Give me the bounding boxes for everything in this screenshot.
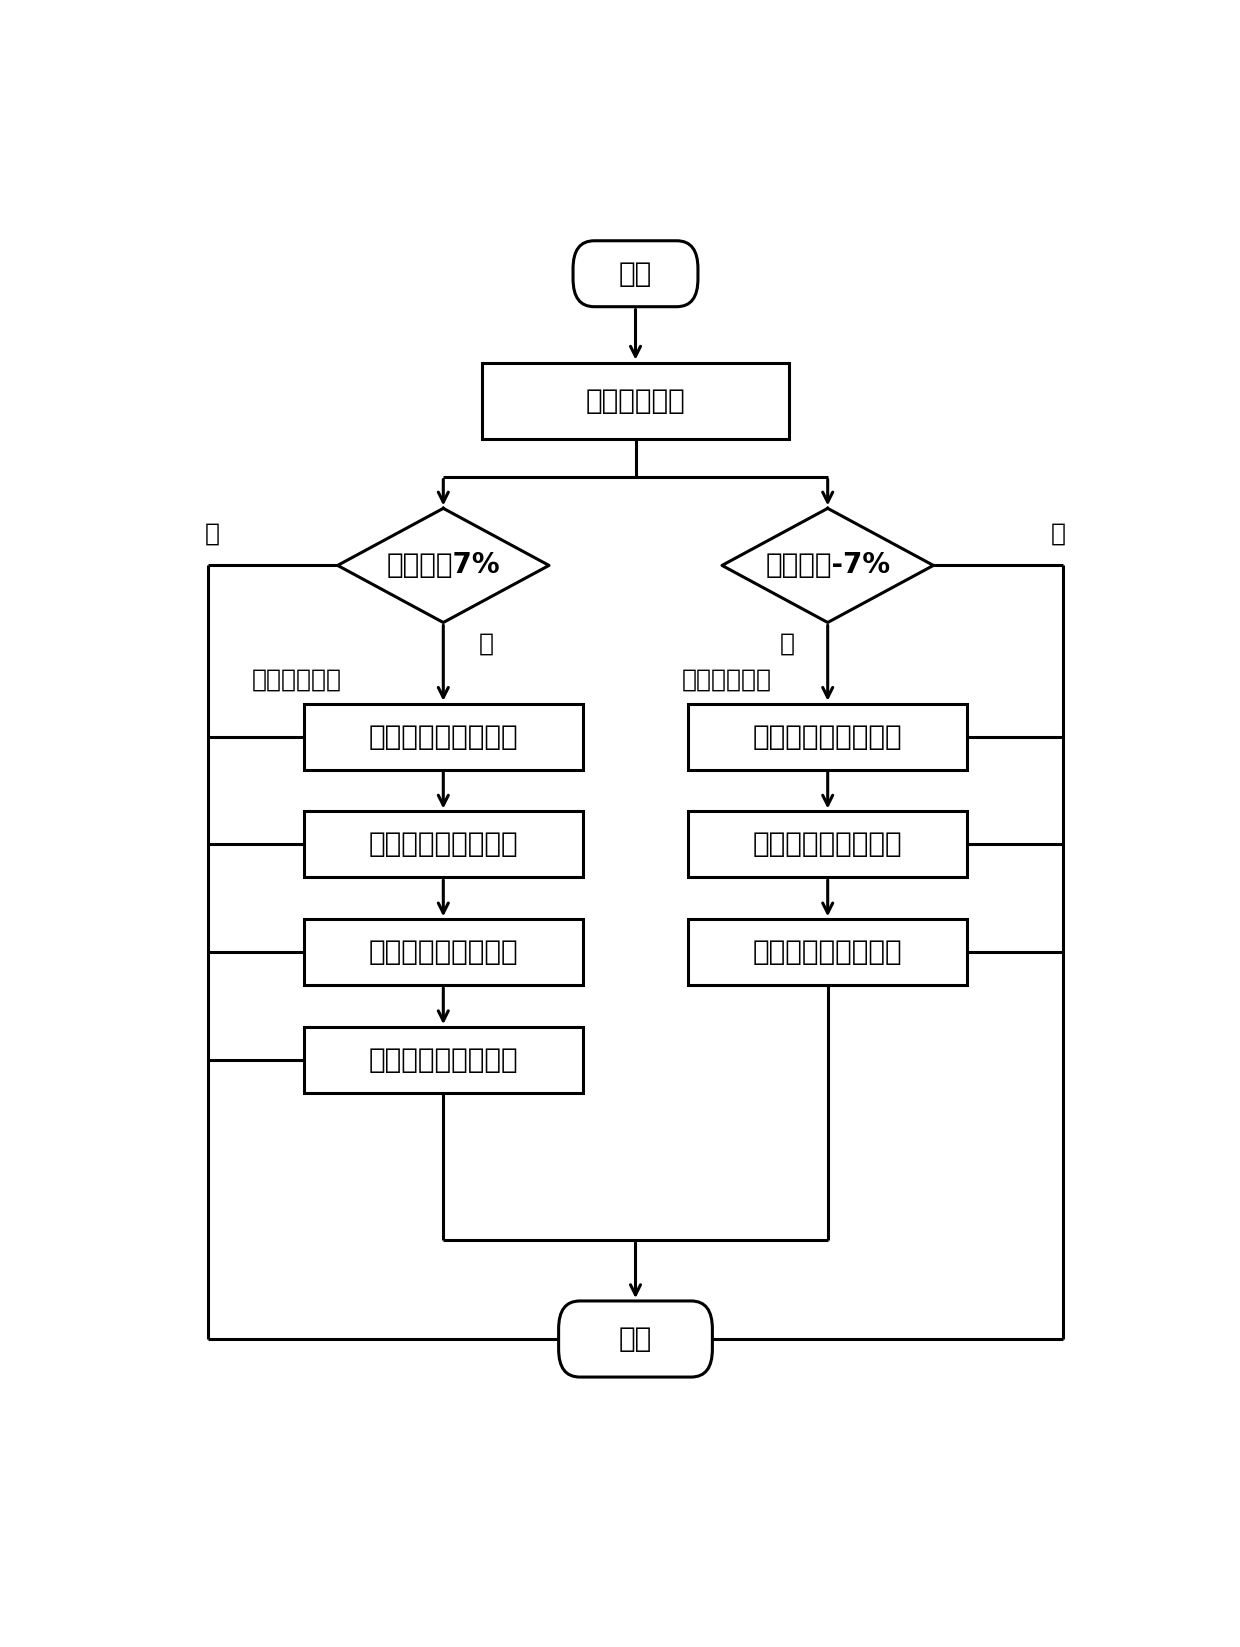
Bar — [481, 362, 789, 438]
Text: 计算电压偏差: 计算电压偏差 — [585, 387, 686, 415]
Text: 采取升压措施: 采取升压措施 — [682, 667, 771, 692]
Text: 结束: 结束 — [619, 1324, 652, 1354]
Text: 是: 是 — [780, 632, 795, 656]
Text: 采取降压措施: 采取降压措施 — [252, 667, 342, 692]
Text: 否: 否 — [1050, 522, 1066, 545]
Text: 开始: 开始 — [619, 260, 652, 288]
Text: 是否大于7%: 是否大于7% — [387, 552, 500, 580]
Text: 增加储能无功输出量: 增加储能无功输出量 — [753, 723, 903, 751]
Polygon shape — [722, 509, 934, 623]
Text: 是否小于-7%: 是否小于-7% — [765, 552, 890, 580]
Text: 增加储能有功输出量: 增加储能有功输出量 — [753, 939, 903, 967]
Bar — [304, 1028, 583, 1094]
Bar — [688, 703, 967, 769]
Bar — [688, 812, 967, 878]
Text: 增加光伏无功输出量: 增加光伏无功输出量 — [753, 830, 903, 858]
Bar — [304, 919, 583, 985]
FancyBboxPatch shape — [558, 1301, 712, 1377]
Text: 增加光伏无功吸收量: 增加光伏无功吸收量 — [368, 939, 518, 967]
FancyBboxPatch shape — [573, 240, 698, 306]
Text: 减少光伏有功输出量: 减少光伏有功输出量 — [368, 1046, 518, 1074]
Text: 否: 否 — [205, 522, 221, 545]
Bar — [688, 919, 967, 985]
Polygon shape — [337, 509, 549, 623]
Text: 是: 是 — [479, 632, 494, 656]
Bar — [304, 812, 583, 878]
Text: 增加储能有功吸收量: 增加储能有功吸收量 — [368, 723, 518, 751]
Bar — [304, 703, 583, 769]
Text: 增加储能无功吸收量: 增加储能无功吸收量 — [368, 830, 518, 858]
